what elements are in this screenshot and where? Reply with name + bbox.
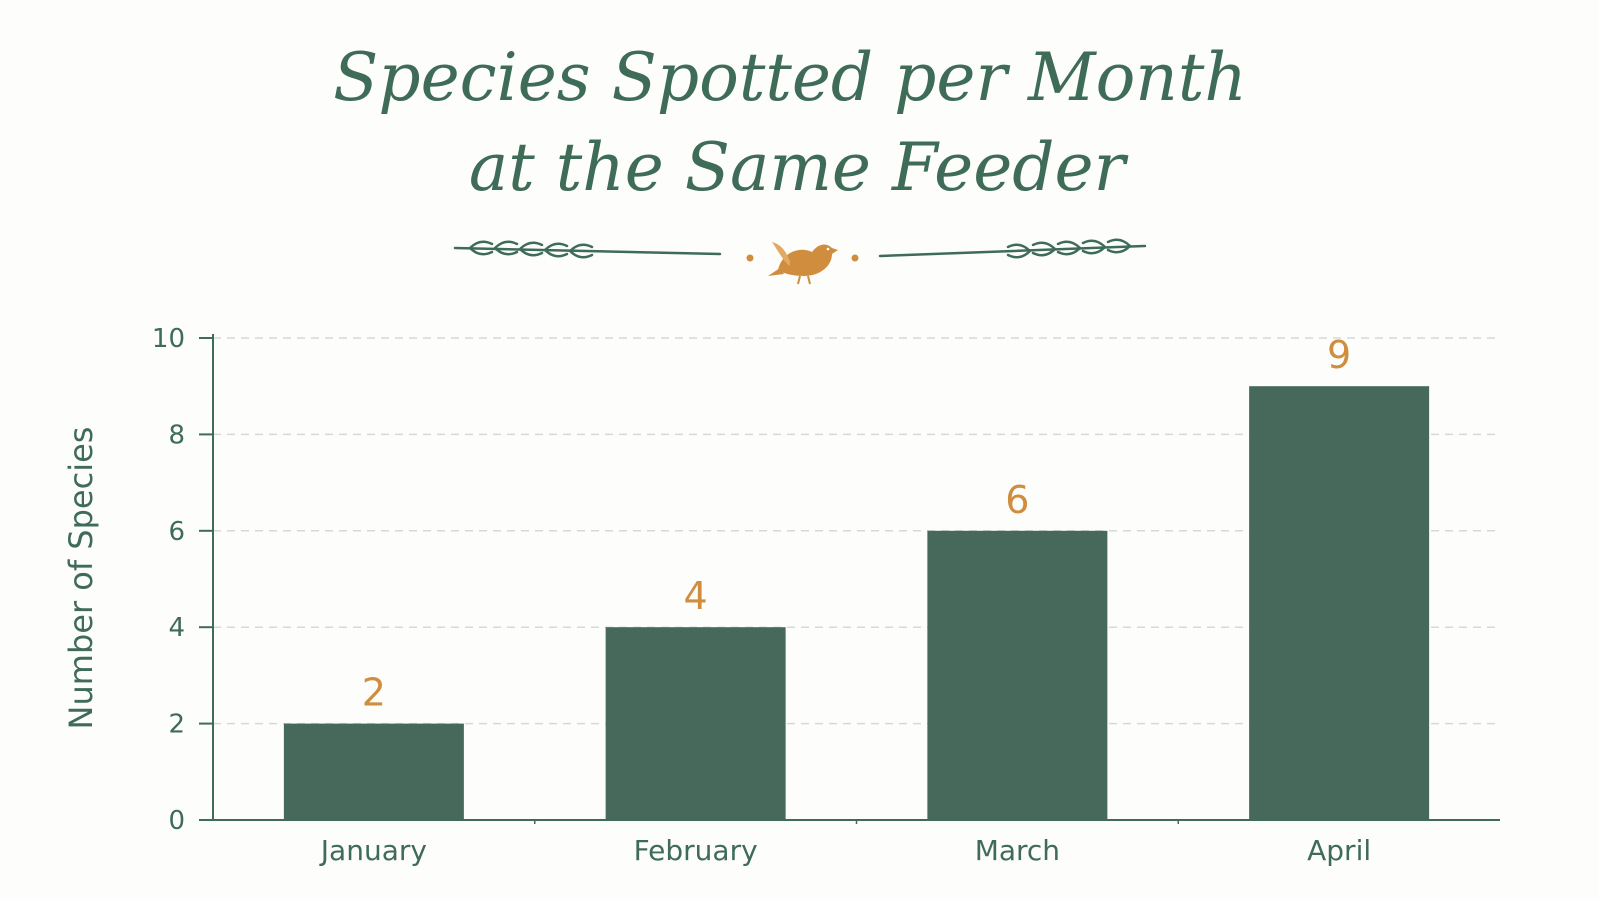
bar-value-label: 4 bbox=[684, 574, 708, 618]
chart-title-line-1: Species Spotted per Month bbox=[333, 39, 1247, 116]
bar bbox=[283, 723, 464, 820]
labels: 0 2 4 6 8 10 2 January 4 February 6 March 9 April bbox=[152, 324, 1371, 867]
bars bbox=[283, 386, 1430, 820]
y-tick-label: 6 bbox=[168, 517, 185, 547]
y-tick-label: 8 bbox=[168, 420, 185, 450]
bar-value-label: 2 bbox=[362, 671, 386, 715]
bar bbox=[927, 530, 1108, 820]
bar bbox=[1249, 386, 1430, 820]
chart-title-line-2: at the Same Feeder bbox=[469, 129, 1129, 206]
y-tick-label: 10 bbox=[152, 324, 185, 354]
title-ornament bbox=[453, 238, 1147, 259]
ornament-dot-left bbox=[746, 254, 754, 262]
bird-icon bbox=[768, 242, 838, 285]
bar-value-label: 6 bbox=[1005, 478, 1029, 522]
y-tick-label: 0 bbox=[168, 806, 185, 836]
bar bbox=[605, 627, 786, 820]
x-tick-label: February bbox=[634, 834, 758, 867]
ornament-dot-right bbox=[851, 254, 859, 262]
x-tick-label: March bbox=[975, 834, 1060, 867]
bar-value-label: 9 bbox=[1327, 333, 1351, 377]
x-tick-label: April bbox=[1307, 834, 1371, 867]
y-tick-label: 2 bbox=[168, 710, 185, 740]
y-tick-label: 4 bbox=[168, 613, 185, 643]
x-tick-label: January bbox=[319, 834, 427, 867]
y-axis-title: Number of Species bbox=[62, 427, 100, 730]
axes bbox=[199, 334, 1500, 824]
